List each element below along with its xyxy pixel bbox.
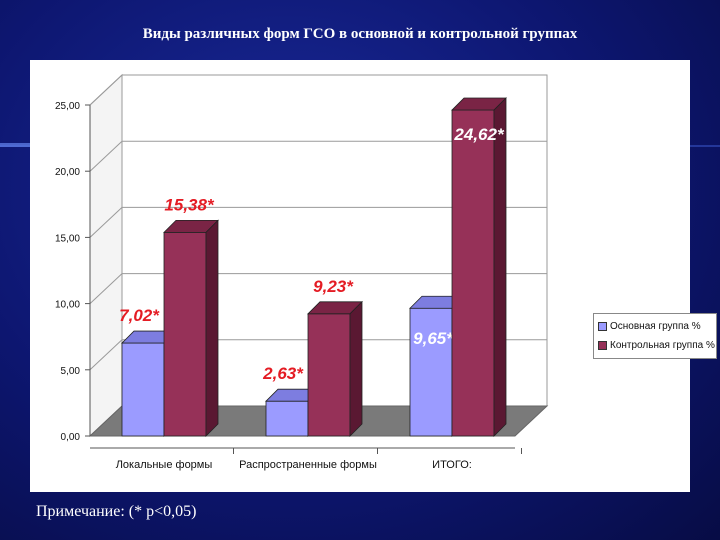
footnote: Примечание: (* p<0,05) xyxy=(36,503,197,520)
gridline-side xyxy=(89,207,123,238)
y-tick-label: 15,00 xyxy=(55,233,80,244)
data-label: 2,63* xyxy=(262,364,304,383)
slide-title: Виды различных форм ГСО в основной и кон… xyxy=(142,26,578,42)
gridline-side xyxy=(89,339,123,371)
data-label: 7,02* xyxy=(119,306,160,325)
bar-front xyxy=(409,307,453,437)
legend-item-series-1: Основная группа % xyxy=(598,317,712,336)
bar-side xyxy=(349,300,363,437)
legend-label-series-1: Основная группа % xyxy=(610,321,701,332)
decorative-accent xyxy=(0,143,40,147)
legend-swatch-series-2 xyxy=(598,341,607,350)
bar-front xyxy=(307,313,351,437)
gridline-side xyxy=(89,74,123,106)
y-tick-label: 5,00 xyxy=(61,366,81,377)
gridline-side xyxy=(89,273,123,304)
legend-label-series-2: Контрольная группа % xyxy=(610,340,715,351)
gridline-side xyxy=(89,140,123,172)
legend-swatch-series-1 xyxy=(598,322,607,331)
data-label: 9,65* xyxy=(413,329,454,348)
x-tick-label: Локальные формы xyxy=(116,459,213,471)
side-wall xyxy=(89,73,123,438)
y-tick-label: 20,00 xyxy=(55,167,80,178)
chart-panel: 0,00 5,00 10,00 15,00 20,00 25,00 7,02* 15,38* Л… xyxy=(30,60,717,492)
y-tick-label: 0,00 xyxy=(61,432,81,443)
legend-item-series-2: Контрольная группа % xyxy=(598,336,715,355)
bar-side xyxy=(493,97,507,437)
bar-side xyxy=(205,219,219,437)
chart-legend: Основная группа % Контрольная группа % xyxy=(593,313,717,359)
x-tick-label: Распространенные формы xyxy=(239,459,377,471)
bar-front xyxy=(451,109,495,437)
y-tick-label: 25,00 xyxy=(55,101,80,112)
bar-front xyxy=(265,400,309,437)
bar-front xyxy=(163,231,207,437)
data-label: 24,62* xyxy=(453,125,505,144)
x-tick-label: ИТОГО: xyxy=(432,459,472,471)
y-tick-label: 10,00 xyxy=(55,300,80,311)
bar-front xyxy=(121,342,165,437)
data-label: 15,38* xyxy=(164,195,215,214)
data-label: 9,23* xyxy=(313,277,354,296)
bar-chart: 0,00 5,00 10,00 15,00 20,00 25,00 7,02* 15,38* Л… xyxy=(55,73,549,471)
